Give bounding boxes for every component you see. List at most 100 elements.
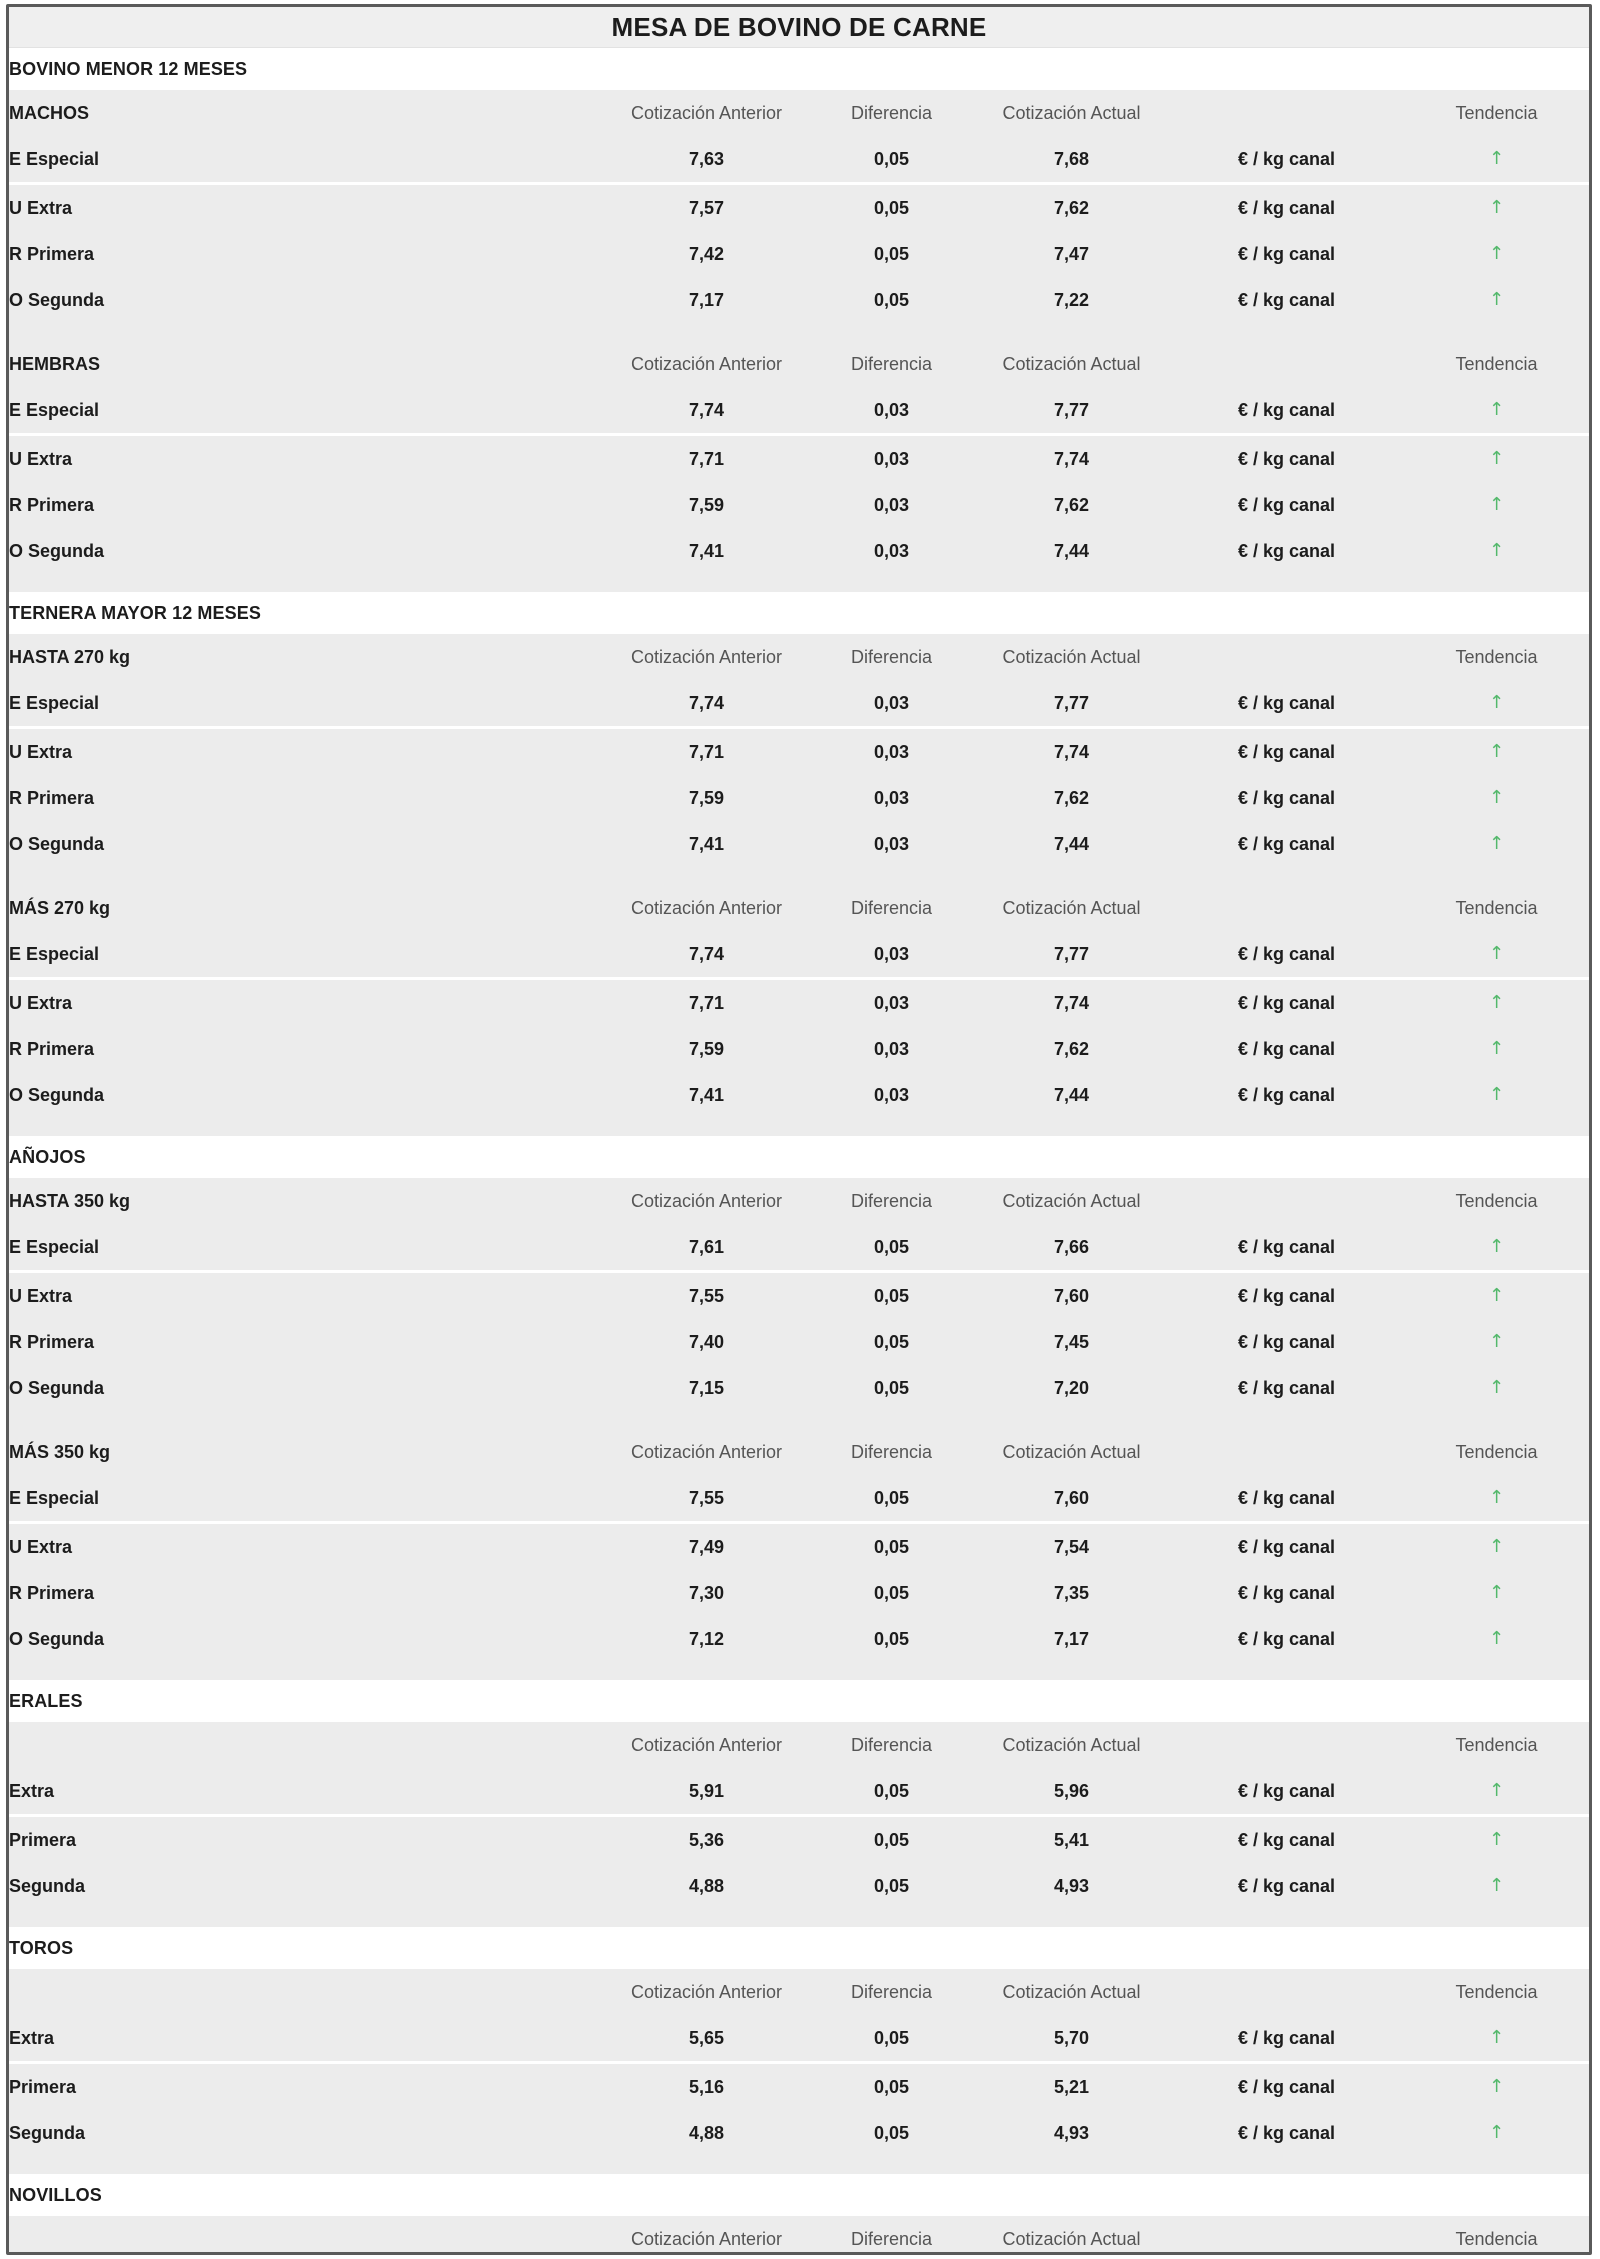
table-row[interactable]: R Primera 7,59 0,03 7,62 € / kg canal (9, 1026, 1589, 1072)
group-spacer-cell (9, 867, 1589, 885)
column-header-difference: Diferencia (809, 2216, 974, 2252)
table-row[interactable]: Segunda 4,88 0,05 4,93 € / kg canal (9, 2110, 1589, 2156)
column-header-unit-spacer (1169, 1722, 1404, 1768)
table-row[interactable]: Primera 5,16 0,05 5,21 € / kg canal (9, 2064, 1589, 2110)
group-title: HASTA 350 kg (9, 1178, 604, 1224)
cell-current-quotation: 7,35 (974, 1570, 1169, 1616)
row-separator-cell (9, 1270, 1589, 1273)
column-header-previous: Cotización Anterior (604, 90, 809, 136)
table-row[interactable]: O Segunda 7,12 0,05 7,17 € / kg canal (9, 1616, 1589, 1662)
arrow-up-icon (1404, 185, 1589, 231)
cell-previous-quotation: 7,71 (604, 980, 809, 1026)
table-row[interactable]: U Extra 7,71 0,03 7,74 € / kg canal (9, 436, 1589, 482)
cell-current-quotation: 4,93 (974, 2110, 1169, 2156)
cell-difference: 0,03 (809, 1072, 974, 1118)
table-row[interactable]: U Extra 7,71 0,03 7,74 € / kg canal (9, 729, 1589, 775)
table-row[interactable]: O Segunda 7,41 0,03 7,44 € / kg canal (9, 1072, 1589, 1118)
table-row[interactable]: U Extra 7,71 0,03 7,74 € / kg canal (9, 980, 1589, 1026)
trend-arrow-glyph (1489, 1285, 1504, 1306)
section-title: ERALES (9, 1680, 1589, 1722)
table-row[interactable]: E Especial 7,61 0,05 7,66 € / kg canal (9, 1224, 1589, 1270)
group-title: MÁS 350 kg (9, 1429, 604, 1475)
row-label: R Primera (9, 775, 604, 821)
trend-arrow-glyph (1489, 494, 1504, 515)
cell-previous-quotation: 7,55 (604, 1273, 809, 1319)
cell-previous-quotation: 5,36 (604, 1817, 809, 1863)
table-row[interactable]: Primera 5,36 0,05 5,41 € / kg canal (9, 1817, 1589, 1863)
arrow-up-icon (1404, 729, 1589, 775)
cell-current-quotation: 7,74 (974, 729, 1169, 775)
table-row[interactable]: U Extra 7,55 0,05 7,60 € / kg canal (9, 1273, 1589, 1319)
table-row[interactable]: O Segunda 7,15 0,05 7,20 € / kg canal (9, 1365, 1589, 1411)
cell-unit: € / kg canal (1169, 775, 1404, 821)
table-row[interactable]: R Primera 7,59 0,03 7,62 € / kg canal (9, 775, 1589, 821)
table-row[interactable]: E Especial 7,74 0,03 7,77 € / kg canal (9, 387, 1589, 433)
arrow-up-icon (1404, 2015, 1589, 2061)
row-separator (9, 182, 1589, 185)
cell-previous-quotation: 4,88 (604, 2110, 809, 2156)
table-row[interactable]: O Segunda 7,17 0,05 7,22 € / kg canal (9, 277, 1589, 323)
trend-arrow-glyph (1489, 1582, 1504, 1603)
cell-unit: € / kg canal (1169, 1026, 1404, 1072)
column-header-trend: Tendencia (1404, 341, 1589, 387)
table-row[interactable]: U Extra 7,49 0,05 7,54 € / kg canal (9, 1524, 1589, 1570)
group-spacer-cell (9, 574, 1589, 592)
group-spacer (9, 1909, 1589, 1927)
cell-current-quotation: 5,70 (974, 2015, 1169, 2061)
trend-arrow-glyph (1489, 1331, 1504, 1352)
cell-unit: € / kg canal (1169, 1524, 1404, 1570)
table-row[interactable]: Extra 5,65 0,05 5,70 € / kg canal (9, 2015, 1589, 2061)
group-header-row: MÁS 350 kg Cotización Anterior Diferencia C… (9, 1429, 1589, 1475)
trend-arrow-glyph (1489, 992, 1504, 1013)
column-header-current: Cotización Actual (974, 90, 1169, 136)
cell-difference: 0,03 (809, 821, 974, 867)
trend-arrow-glyph (1489, 2027, 1504, 2048)
cell-current-quotation: 7,62 (974, 775, 1169, 821)
section-header-row: ERALES (9, 1680, 1589, 1722)
column-header-current: Cotización Actual (974, 2216, 1169, 2252)
cell-difference: 0,05 (809, 1319, 974, 1365)
section-header-row: NOVILLOS (9, 2174, 1589, 2216)
table-row[interactable]: R Primera 7,40 0,05 7,45 € / kg canal (9, 1319, 1589, 1365)
cell-previous-quotation: 7,41 (604, 821, 809, 867)
row-label: O Segunda (9, 1072, 604, 1118)
column-header-unit-spacer (1169, 1429, 1404, 1475)
cell-difference: 0,05 (809, 231, 974, 277)
column-header-difference: Diferencia (809, 1178, 974, 1224)
table-row[interactable]: R Primera 7,42 0,05 7,47 € / kg canal (9, 231, 1589, 277)
cell-previous-quotation: 7,30 (604, 1570, 809, 1616)
arrow-up-icon (1404, 1475, 1589, 1521)
cell-current-quotation: 7,62 (974, 185, 1169, 231)
table-row[interactable]: E Especial 7,74 0,03 7,77 € / kg canal (9, 680, 1589, 726)
cell-unit: € / kg canal (1169, 185, 1404, 231)
group-spacer (9, 1662, 1589, 1680)
column-header-trend: Tendencia (1404, 885, 1589, 931)
cell-current-quotation: 7,45 (974, 1319, 1169, 1365)
trend-arrow-glyph (1489, 148, 1504, 169)
trend-arrow-glyph (1489, 1780, 1504, 1801)
row-separator-cell (9, 726, 1589, 729)
table-row[interactable]: O Segunda 7,41 0,03 7,44 € / kg canal (9, 821, 1589, 867)
column-header-trend: Tendencia (1404, 1429, 1589, 1475)
row-separator-cell (9, 2061, 1589, 2064)
column-header-current: Cotización Actual (974, 341, 1169, 387)
table-row[interactable]: U Extra 7,57 0,05 7,62 € / kg canal (9, 185, 1589, 231)
table-row[interactable]: Segunda 4,88 0,05 4,93 € / kg canal (9, 1863, 1589, 1909)
cell-previous-quotation: 7,55 (604, 1475, 809, 1521)
cell-current-quotation: 5,41 (974, 1817, 1169, 1863)
table-row[interactable]: E Especial 7,63 0,05 7,68 € / kg canal (9, 136, 1589, 182)
cell-difference: 0,03 (809, 931, 974, 977)
table-row[interactable]: Extra 5,91 0,05 5,96 € / kg canal (9, 1768, 1589, 1814)
table-row[interactable]: R Primera 7,30 0,05 7,35 € / kg canal (9, 1570, 1589, 1616)
trend-arrow-glyph (1489, 833, 1504, 854)
table-row[interactable]: E Especial 7,74 0,03 7,77 € / kg canal (9, 931, 1589, 977)
cell-previous-quotation: 7,59 (604, 482, 809, 528)
trend-arrow-glyph (1489, 289, 1504, 310)
cell-current-quotation: 7,62 (974, 482, 1169, 528)
table-row[interactable]: E Especial 7,55 0,05 7,60 € / kg canal (9, 1475, 1589, 1521)
column-header-difference: Diferencia (809, 90, 974, 136)
table-row[interactable]: R Primera 7,59 0,03 7,62 € / kg canal (9, 482, 1589, 528)
cell-unit: € / kg canal (1169, 1570, 1404, 1616)
row-separator-cell (9, 977, 1589, 980)
table-row[interactable]: O Segunda 7,41 0,03 7,44 € / kg canal (9, 528, 1589, 574)
